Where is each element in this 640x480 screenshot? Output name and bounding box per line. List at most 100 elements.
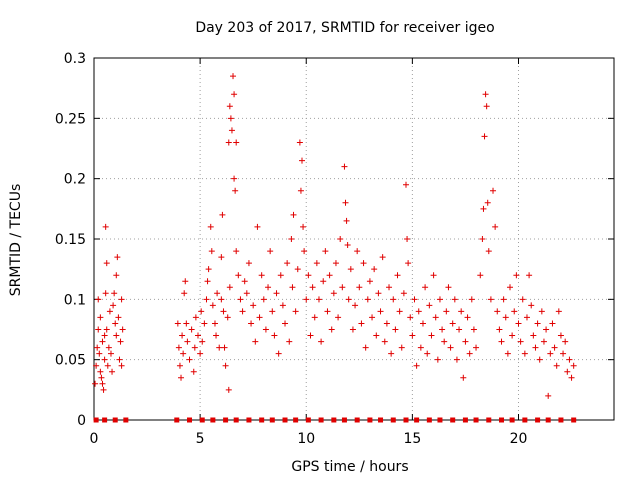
data-point xyxy=(254,223,261,230)
zero-marker xyxy=(414,417,420,423)
data-point xyxy=(335,314,342,321)
data-point xyxy=(297,187,304,194)
data-point xyxy=(227,115,234,122)
data-point xyxy=(190,368,197,375)
data-point xyxy=(292,308,299,315)
data-point xyxy=(502,314,509,321)
data-point xyxy=(178,374,185,381)
data-point xyxy=(110,302,117,309)
data-point xyxy=(113,272,120,279)
data-point xyxy=(311,314,318,321)
data-point xyxy=(267,248,274,255)
data-point xyxy=(307,332,314,339)
chart-title: Day 203 of 2017, SRMTID for receiver ige… xyxy=(195,20,494,36)
data-point xyxy=(470,326,477,333)
zero-marker xyxy=(403,417,409,423)
data-point xyxy=(235,272,242,279)
zero-marker xyxy=(354,417,360,423)
data-point xyxy=(198,308,205,315)
data-point xyxy=(445,284,452,291)
data-point xyxy=(103,260,110,267)
data-point xyxy=(324,308,331,315)
data-point xyxy=(218,296,225,303)
data-point xyxy=(175,344,182,351)
data-point xyxy=(413,362,420,369)
data-point xyxy=(326,272,333,279)
data-point xyxy=(473,344,480,351)
x-tick-label: 5 xyxy=(196,431,205,447)
zero-marker xyxy=(535,417,541,423)
data-point xyxy=(451,296,458,303)
zero-marker xyxy=(522,417,528,423)
data-point xyxy=(466,350,473,357)
x-tick-label: 15 xyxy=(403,431,421,447)
data-point xyxy=(107,350,114,357)
data-point xyxy=(216,344,223,351)
data-point xyxy=(352,302,359,309)
data-point xyxy=(337,236,344,242)
data-point xyxy=(403,181,409,188)
zero-marker xyxy=(305,417,311,423)
data-points xyxy=(92,73,577,423)
data-point xyxy=(183,320,190,327)
data-point xyxy=(553,362,560,369)
data-point xyxy=(511,308,518,315)
data-point xyxy=(192,314,199,321)
y-tick-label: 0.1 xyxy=(64,292,86,308)
data-point xyxy=(109,368,116,375)
data-point xyxy=(570,362,577,369)
data-point xyxy=(409,332,416,339)
data-point xyxy=(400,290,407,297)
zero-marker xyxy=(282,417,288,423)
data-point xyxy=(373,332,380,339)
data-point xyxy=(243,290,250,297)
data-point xyxy=(568,374,575,381)
data-point xyxy=(222,362,229,369)
data-point xyxy=(504,350,511,357)
data-point xyxy=(299,157,305,164)
data-point xyxy=(209,302,216,309)
data-point xyxy=(513,272,520,279)
data-point xyxy=(480,205,487,212)
zero-marker xyxy=(341,417,347,423)
y-tick-label: 0.05 xyxy=(55,353,86,369)
data-point xyxy=(232,187,239,194)
data-point xyxy=(98,374,105,381)
data-point xyxy=(320,278,327,285)
data-point xyxy=(551,344,558,351)
zero-marker xyxy=(93,417,99,423)
data-point xyxy=(230,73,237,80)
data-point xyxy=(184,338,191,345)
data-point xyxy=(496,326,503,333)
data-point xyxy=(269,308,276,315)
data-point xyxy=(482,91,489,98)
data-point xyxy=(417,344,424,351)
data-point xyxy=(211,320,218,327)
data-point xyxy=(490,187,497,194)
data-point xyxy=(424,350,431,357)
data-point xyxy=(532,344,539,351)
data-point xyxy=(390,296,397,303)
data-point xyxy=(441,338,448,345)
zero-marker xyxy=(233,417,239,423)
data-point xyxy=(460,374,467,381)
data-point xyxy=(566,356,573,363)
data-point xyxy=(174,320,181,327)
data-point xyxy=(483,103,490,110)
data-point xyxy=(290,211,297,218)
data-point xyxy=(560,350,567,357)
data-point xyxy=(303,296,310,303)
data-point xyxy=(328,326,335,333)
data-point xyxy=(419,320,426,327)
data-point xyxy=(101,332,108,339)
data-point xyxy=(226,284,233,291)
data-point xyxy=(265,284,272,291)
zero-marker xyxy=(378,417,384,423)
data-point xyxy=(313,260,320,267)
y-tick-label: 0.25 xyxy=(55,111,86,127)
x-tick-label: 10 xyxy=(297,431,315,447)
data-point xyxy=(213,332,220,339)
data-point xyxy=(500,296,507,303)
data-point xyxy=(250,302,257,309)
data-point xyxy=(95,296,102,303)
